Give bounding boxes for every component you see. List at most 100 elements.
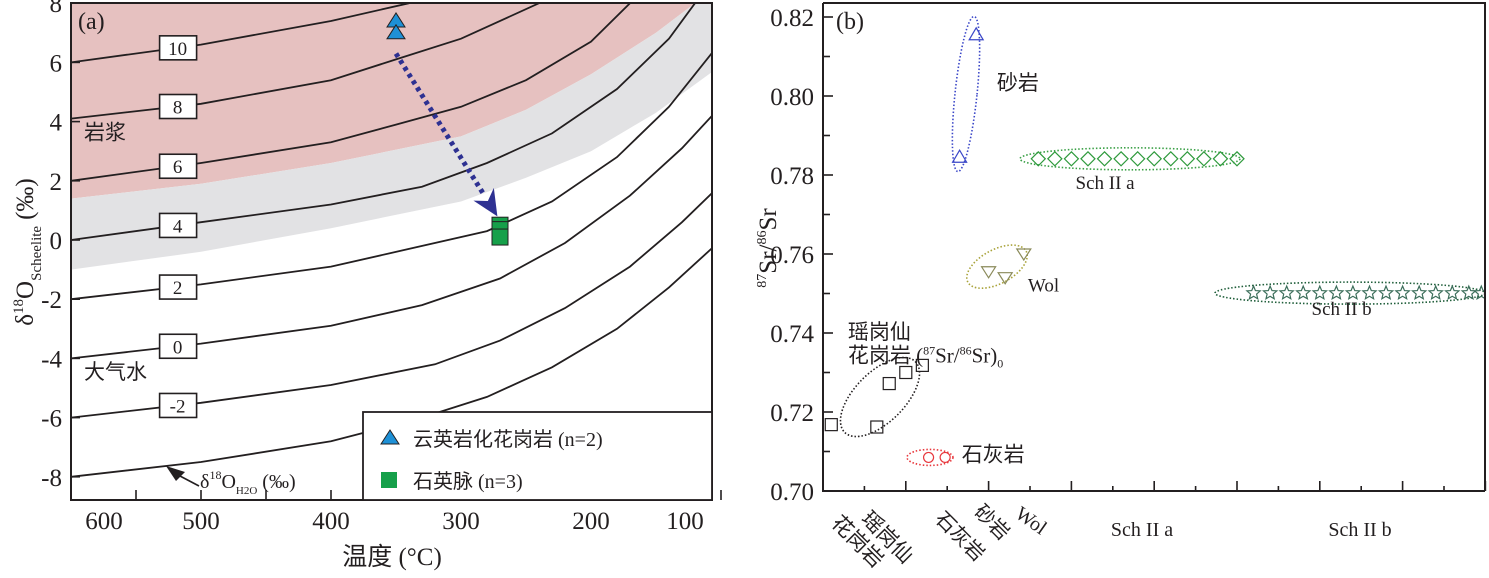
regions xyxy=(71,4,712,270)
y-tick-label: 8 xyxy=(50,0,63,18)
panel-label-a: (a) xyxy=(78,9,105,35)
x-tick-label: 100 xyxy=(666,508,704,535)
isopleth-title-delta: δ xyxy=(200,471,209,493)
x-axis-b xyxy=(863,481,1487,491)
legend-box xyxy=(362,411,713,501)
diamond-point xyxy=(1162,150,1179,167)
y-tick-label: 0.70 xyxy=(770,479,814,506)
isopleths xyxy=(71,4,712,478)
meteoric-water-label: 大气水 xyxy=(84,360,147,384)
star-point xyxy=(1377,284,1395,301)
y-tick-label: -8 xyxy=(41,465,62,492)
diamond-point xyxy=(1030,150,1047,167)
x-category-label: Sch II a xyxy=(1111,519,1173,541)
y-tick-label: 0.74 xyxy=(770,321,814,348)
square-point xyxy=(824,418,838,432)
isopleth-line xyxy=(71,4,631,182)
isopleth-label-box xyxy=(158,212,198,239)
region-magma xyxy=(71,4,694,199)
legend-label-quartz-vein: 石英脉 (n=3) xyxy=(413,470,523,493)
star-point xyxy=(1344,284,1362,301)
group-ellipse xyxy=(951,15,981,173)
x-category-label: Sch II b xyxy=(1328,519,1391,541)
x-tick-label: 300 xyxy=(442,508,480,535)
label-part: Sr) xyxy=(972,344,998,368)
star-point xyxy=(1427,284,1444,301)
isopleth-label-box xyxy=(158,153,198,180)
isopleth-line xyxy=(71,4,696,241)
isopleth-line xyxy=(71,246,712,478)
x-category-label: Wol xyxy=(1011,503,1051,540)
data-points xyxy=(386,12,509,246)
star-point xyxy=(1410,284,1428,301)
x-tick-label: 200 xyxy=(572,508,610,535)
y-axis-title-b: 87Sr/86Sr xyxy=(755,208,782,288)
legend-triangle-icon xyxy=(380,429,400,445)
y-axis-b: 0.82 0.80 0.78 0.76 0.74 0.72 0.70 xyxy=(770,5,833,506)
triangle-down-point xyxy=(997,272,1014,285)
plot-frame-b xyxy=(822,2,1486,492)
label-part: Sr/ xyxy=(935,344,960,368)
triangle-down-point xyxy=(980,266,997,279)
star-point xyxy=(1262,284,1279,301)
y-title-main: O xyxy=(12,281,39,299)
isopleth-label: 6 xyxy=(173,157,183,178)
panel-label-b: (b) xyxy=(836,9,864,35)
x-tick-label: 600 xyxy=(85,508,123,535)
isopleth-label-box xyxy=(158,333,198,360)
evolution-arrow xyxy=(393,52,498,217)
data-points-b xyxy=(824,26,1485,464)
isopleth-label-box xyxy=(158,35,198,61)
square-point xyxy=(882,376,896,391)
diamond-point xyxy=(1063,150,1080,167)
panel-a: 10 8 6 4 2 0 -2 8 6 4 2 0 -2 -4 -6 -8 600 500 400 300 200 1… xyxy=(11,0,722,571)
y-title-sup: 18 xyxy=(11,299,27,314)
x-tick-label: 500 xyxy=(182,508,220,535)
y-tick-label: 2 xyxy=(50,169,63,196)
y-tick-label: 0.80 xyxy=(770,84,814,111)
diamond-point xyxy=(1046,150,1063,167)
arrow-head-icon xyxy=(473,187,498,217)
category-text: Wol xyxy=(1011,503,1051,540)
isopleth-label: 10 xyxy=(168,39,187,60)
star-point xyxy=(1328,284,1345,301)
pointer-line xyxy=(179,475,200,487)
magma-label: 岩浆 xyxy=(84,120,126,144)
y-title-delta: δ xyxy=(12,314,39,326)
star-point xyxy=(1444,284,1461,301)
isopleth-label: 0 xyxy=(173,337,183,358)
category-text: Sch II b xyxy=(1328,519,1391,541)
isopleth-label-box xyxy=(158,392,198,419)
diamond-point xyxy=(1080,150,1096,167)
svg-text:δ18OScheelite(‰): δ18OScheelite (‰) xyxy=(11,178,45,325)
star-point xyxy=(1361,284,1378,301)
star-point xyxy=(1278,284,1295,301)
group-ellipse xyxy=(906,448,954,467)
label-sup: 87 xyxy=(923,344,935,358)
y-title-sup1: 87 xyxy=(755,274,770,288)
isopleth-title-sup: 18 xyxy=(209,468,221,482)
y-tick-label: 0 xyxy=(50,228,63,255)
isopleth-label: -2 xyxy=(170,396,186,417)
y-title-sr1: Sr xyxy=(755,251,782,274)
square-point xyxy=(870,420,884,434)
svg-text:87Sr/86Sr: 87Sr/86Sr xyxy=(755,208,782,288)
diamond-point xyxy=(1212,150,1229,167)
legend: 云英岩化花岗岩 (n=2) 石英脉 (n=3) xyxy=(362,411,713,501)
y-tick-label: -4 xyxy=(41,346,62,373)
isopleth-title-unit: (‰) xyxy=(262,471,295,493)
isopleth-title-sub: H2O xyxy=(236,485,257,497)
y-tick-label: -2 xyxy=(41,287,62,314)
star-point xyxy=(1295,284,1312,301)
star-point xyxy=(1245,284,1262,301)
pointer-arrow-icon xyxy=(166,466,185,481)
y-tick-label: 6 xyxy=(50,50,63,77)
square-point xyxy=(915,358,929,372)
y-tick-label: 4 xyxy=(50,110,63,137)
star-point xyxy=(1394,284,1411,301)
x-tick-label: 400 xyxy=(312,508,350,535)
